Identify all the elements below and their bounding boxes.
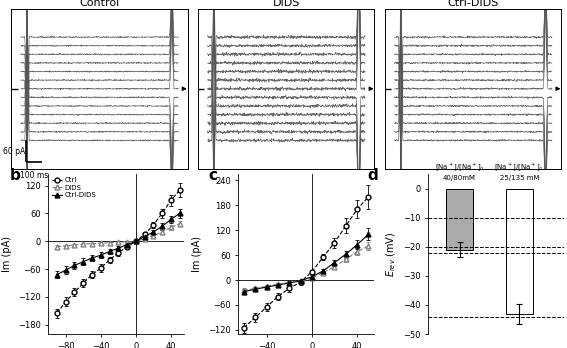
Text: b: b — [10, 168, 21, 183]
Y-axis label: $E_{rev}$ (mV): $E_{rev}$ (mV) — [384, 231, 397, 277]
Y-axis label: Im (pA): Im (pA) — [2, 236, 12, 272]
Text: d: d — [367, 168, 378, 183]
Text: c: c — [209, 168, 217, 183]
Text: [Na$^+$]/[Na$^+$]$_o$: [Na$^+$]/[Na$^+$]$_o$ — [494, 161, 544, 173]
Title: DIDS: DIDS — [273, 0, 300, 8]
Text: 100 ms: 100 ms — [20, 171, 48, 180]
Legend: Ctrl, DIDS, Ctrl-DIDS: Ctrl, DIDS, Ctrl-DIDS — [52, 177, 96, 198]
Text: [Na$^+$]/[Na$^+$]$_o$: [Na$^+$]/[Na$^+$]$_o$ — [435, 161, 484, 173]
Bar — [506, 189, 533, 314]
Text: 40/80mM: 40/80mM — [443, 175, 476, 181]
Title: Control: Control — [79, 0, 120, 8]
Text: 25/135 mM: 25/135 mM — [500, 175, 539, 181]
Bar — [446, 189, 473, 250]
Title: Ctrl-DIDS: Ctrl-DIDS — [447, 0, 499, 8]
Text: 60 pA: 60 pA — [3, 147, 26, 156]
Y-axis label: Im (pA): Im (pA) — [192, 236, 202, 272]
